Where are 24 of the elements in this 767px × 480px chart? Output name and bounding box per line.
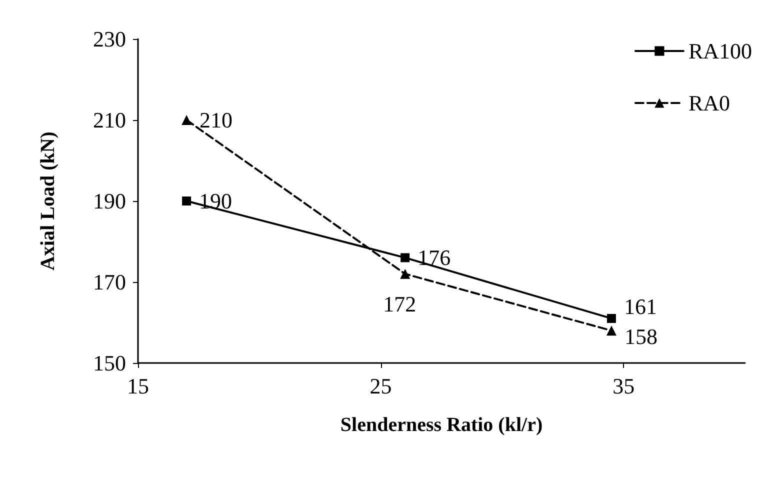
data-label: 158	[624, 324, 658, 350]
data-label: 176	[418, 245, 451, 270]
y-tick-label: 190	[93, 188, 126, 214]
y-tick-label: 210	[93, 108, 126, 132]
y-tick-label: 170	[93, 270, 126, 294]
x-axis-title: Slenderness Ratio (kl/r)	[340, 414, 543, 436]
y-tick-label: 150	[93, 350, 126, 376]
point	[606, 326, 616, 336]
y-axis-title: Axial Load (kN)	[37, 132, 59, 270]
point	[182, 115, 192, 125]
x-tick-label: 15	[127, 374, 149, 398]
legend-label: RA0	[688, 90, 730, 116]
x-tick-label: 35	[612, 374, 635, 398]
point	[606, 314, 616, 323]
x-tick-label: 25	[370, 374, 392, 398]
point	[400, 253, 410, 262]
data-label: 190	[199, 188, 232, 214]
data-label: 161	[624, 294, 657, 319]
point	[400, 268, 410, 279]
data-label: 210	[200, 108, 233, 132]
point	[182, 196, 192, 206]
y-tick-label: 230	[93, 26, 126, 52]
legend-label: RA100	[688, 38, 752, 64]
data-label: 172	[383, 291, 416, 316]
